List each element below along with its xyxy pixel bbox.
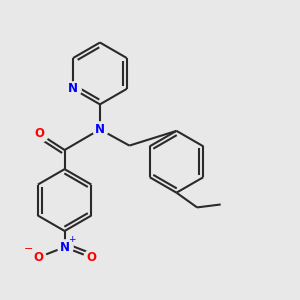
Text: O: O bbox=[86, 251, 96, 264]
Text: O: O bbox=[33, 251, 43, 264]
Text: N: N bbox=[95, 123, 105, 136]
Text: N: N bbox=[68, 82, 78, 95]
Text: N: N bbox=[60, 241, 70, 254]
Text: −: − bbox=[24, 244, 33, 254]
Text: O: O bbox=[34, 127, 45, 140]
Text: +: + bbox=[68, 235, 76, 244]
